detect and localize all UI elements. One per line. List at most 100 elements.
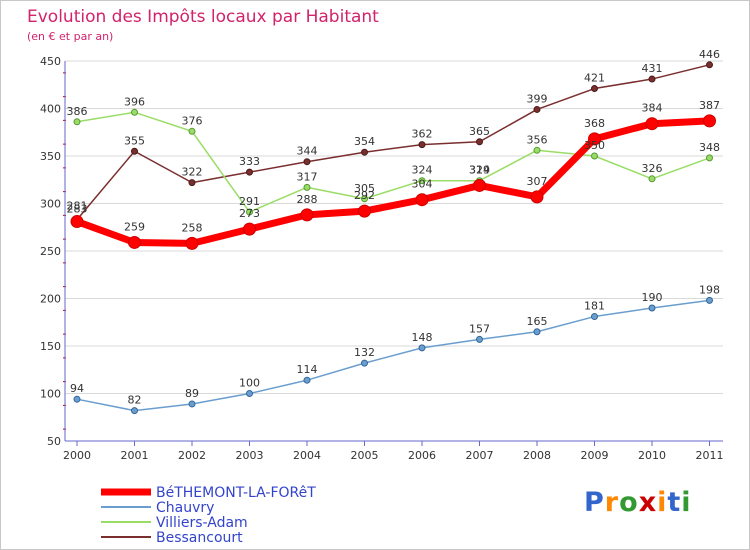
data-label: 132 — [354, 346, 375, 359]
data-point — [533, 328, 541, 336]
data-point — [131, 147, 138, 155]
data-label: 354 — [354, 135, 375, 148]
data-point — [246, 208, 253, 216]
data-label: 100 — [239, 377, 260, 390]
y-tick-label: 350 — [40, 150, 61, 163]
data-point — [358, 204, 371, 218]
data-point — [185, 236, 199, 250]
x-tick-label: 2002 — [178, 449, 206, 462]
data-point — [246, 168, 253, 176]
data-label: 283 — [67, 203, 88, 216]
data-label: 326 — [642, 162, 663, 175]
data-label: 333 — [239, 155, 260, 168]
data-label: 446 — [699, 48, 720, 61]
data-label: 291 — [239, 195, 260, 208]
data-label: 89 — [185, 387, 199, 400]
y-tick-label: 100 — [40, 388, 61, 401]
data-label: 348 — [699, 141, 720, 154]
data-point — [476, 138, 483, 146]
data-label: 421 — [584, 72, 605, 85]
data-point — [648, 175, 656, 183]
chart-subtitle: (en € et par an) — [27, 30, 114, 43]
data-label: 368 — [584, 117, 605, 130]
data-point — [243, 222, 256, 236]
data-point — [303, 158, 311, 166]
data-label: 356 — [527, 133, 548, 146]
data-point — [418, 344, 426, 352]
data-point — [418, 141, 426, 149]
data-point — [706, 296, 713, 304]
data-point — [131, 407, 138, 415]
logo-letter: x — [638, 487, 658, 518]
series-line-0 — [75, 117, 710, 247]
data-label: 114 — [297, 363, 318, 376]
data-point — [591, 85, 598, 93]
data-label: 304 — [412, 178, 433, 191]
logo-letter: P — [584, 487, 605, 518]
data-point — [703, 114, 716, 128]
data-label: 317 — [297, 170, 318, 183]
data-label: 305 — [354, 182, 375, 195]
data-point — [533, 105, 541, 113]
logo-letter: i — [657, 487, 668, 518]
data-point — [361, 359, 368, 367]
x-tick-label: 2008 — [523, 449, 551, 462]
data-label: 82 — [128, 394, 142, 407]
data-point — [188, 400, 196, 408]
data-point — [591, 313, 598, 321]
data-label: 431 — [642, 62, 663, 75]
y-tick-label: 300 — [40, 198, 61, 211]
data-label: 259 — [124, 220, 145, 233]
data-point — [706, 154, 713, 162]
data-label: 355 — [124, 134, 145, 147]
data-point — [415, 193, 429, 207]
series-line-3 — [76, 64, 710, 221]
data-point — [70, 215, 84, 229]
data-point — [706, 61, 713, 69]
data-label: 288 — [297, 193, 318, 206]
data-point — [188, 127, 196, 135]
data-label: 399 — [527, 92, 548, 105]
series-line-1 — [76, 299, 710, 412]
data-label: 198 — [699, 283, 720, 296]
data-point — [473, 178, 486, 192]
data-point — [131, 108, 138, 116]
data-point — [418, 177, 426, 185]
data-label: 387 — [699, 99, 720, 112]
data-point — [303, 376, 311, 384]
x-tick-label: 2010 — [638, 449, 666, 462]
data-point — [361, 148, 368, 156]
data-label: 384 — [642, 102, 663, 115]
data-label: 148 — [412, 331, 433, 344]
data-label: 190 — [642, 291, 663, 304]
data-point — [361, 195, 368, 203]
data-point — [648, 75, 656, 83]
data-label: 386 — [67, 105, 88, 118]
x-tick-label: 2001 — [121, 449, 149, 462]
data-point — [530, 190, 544, 204]
data-point — [300, 208, 314, 222]
y-tick-label: 150 — [40, 340, 61, 353]
x-tick-label: 2000 — [63, 449, 91, 462]
x-tick-label: 2009 — [581, 449, 609, 462]
data-label: 157 — [469, 322, 490, 335]
x-tick-label: 2003 — [236, 449, 264, 462]
chart-title: Evolution des Impôts locaux par Habitant — [27, 7, 379, 27]
y-tick-label: 250 — [40, 245, 61, 258]
data-point — [533, 146, 541, 154]
data-label: 344 — [297, 145, 318, 158]
proxiti-logo: Proxiti — [584, 487, 692, 518]
data-label: 362 — [412, 128, 433, 141]
x-tick-label: 2004 — [293, 449, 321, 462]
y-tick-label: 200 — [40, 293, 61, 306]
data-label: 319 — [469, 163, 490, 176]
data-point — [645, 117, 659, 131]
data-point — [246, 390, 253, 397]
data-label: 181 — [584, 300, 605, 313]
y-tick-label: 450 — [40, 55, 61, 68]
data-point — [128, 235, 141, 249]
data-label: 273 — [239, 207, 260, 220]
x-tick-label: 2011 — [696, 449, 724, 462]
y-tick-label: 50 — [47, 435, 61, 448]
